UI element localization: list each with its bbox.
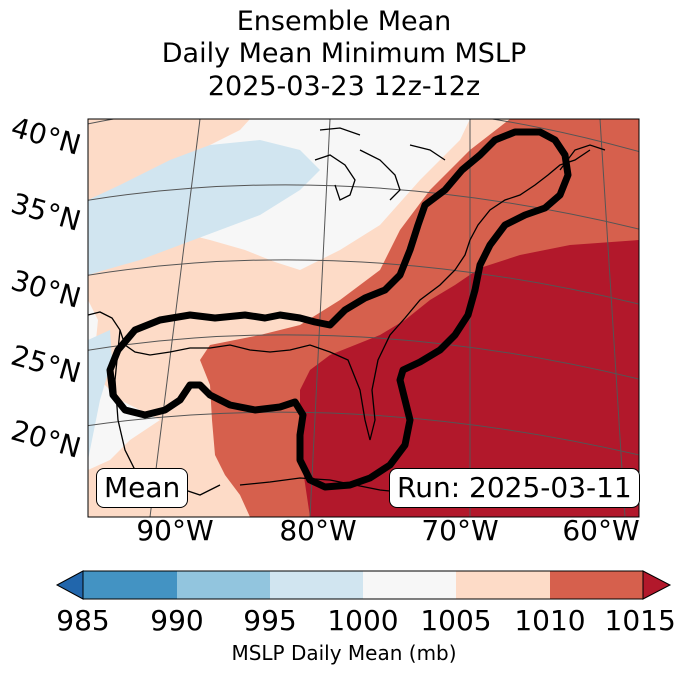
colorbar-label: MSLP Daily Mean (mb) <box>231 641 457 665</box>
colorbar-extend-high <box>642 570 672 600</box>
run-date-label-box: Run: 2025-03-11 <box>389 468 640 508</box>
colorbar-seg-995-1000 <box>270 571 363 599</box>
colorbar-tick-995: 995 <box>243 604 297 637</box>
title-line-2: Daily Mean Minimum MSLP <box>161 38 527 69</box>
mean-contour <box>106 128 572 491</box>
title-line-1: Ensemble Mean <box>236 6 452 37</box>
colorbar-seg-985-990 <box>83 571 177 599</box>
colorbar-extend-low <box>55 570 84 600</box>
colorbar-seg-1005-1010 <box>456 571 550 599</box>
band-995-1000-west <box>88 330 112 460</box>
band-995-1000 <box>88 140 320 275</box>
graticule <box>88 119 639 517</box>
lon-label-90: 90°W <box>136 514 214 547</box>
colorbar-seg-990-995 <box>177 571 270 599</box>
lon-label-70: 70°W <box>421 514 499 547</box>
colorbar-seg-1000-1005 <box>363 571 456 599</box>
colorbar-tick-1015: 1015 <box>604 604 676 637</box>
lon-label-60: 60°W <box>562 514 640 547</box>
colorbar-seg-1010-1015 <box>550 571 643 599</box>
lon-label-80: 80°W <box>279 514 357 547</box>
colorbar-tick-1000: 1000 <box>327 604 399 637</box>
colorbar-tick-985: 985 <box>56 604 110 637</box>
colorbar-tick-1005: 1005 <box>420 604 492 637</box>
map-frame <box>87 118 640 518</box>
title-line-3: 2025-03-23 12z-12z <box>207 71 481 102</box>
mean-label-box: Mean <box>96 468 189 508</box>
colorbar-tick-1010: 1010 <box>514 604 586 637</box>
colorbar <box>55 570 672 600</box>
colorbar-tick-990: 990 <box>150 604 204 637</box>
